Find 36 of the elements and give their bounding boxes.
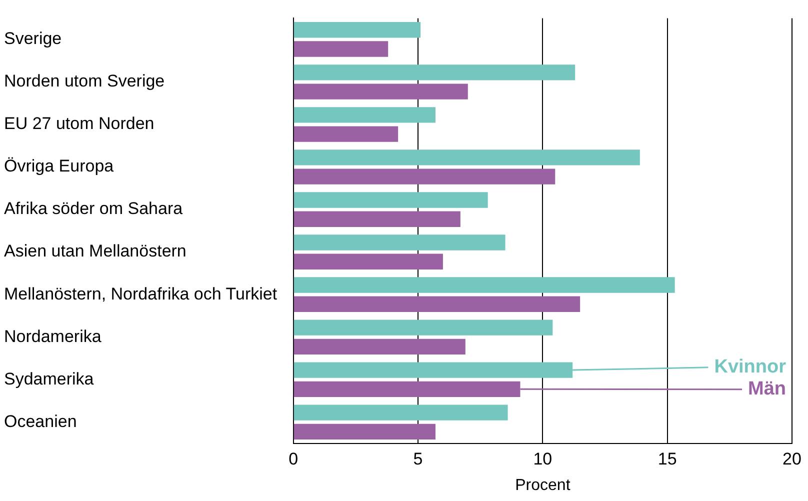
bar [294,22,421,38]
x-tick-label: 20 [782,449,802,468]
bar [294,234,506,250]
bar [294,84,468,100]
y-tick-label: Afrika söder om Sahara [4,199,184,218]
bar [294,41,388,57]
bar [294,320,553,336]
bar [294,211,460,227]
x-tick-label: 5 [413,449,423,468]
bar [294,168,556,184]
bar [294,150,640,166]
y-tick-label: Sverige [4,29,62,48]
bar [294,192,488,208]
y-tick-label: Oceanien [4,412,77,431]
y-tick-label: Mellanöstern, Nordafrika och Turkiet [4,284,278,304]
y-tick-label: Asien utan Mellanöstern [4,242,186,261]
y-tick-label: Övriga Europa [4,156,114,176]
bar [294,107,436,123]
bar [294,338,466,355]
y-tick-label: EU 27 utom Norden [4,114,154,134]
bar [294,64,576,80]
y-tick-label: Norden utom Sverige [4,72,165,91]
text: Kvinnor [714,356,787,378]
bar [294,404,508,420]
x-axis-title: Procent [515,476,571,494]
text: Män [748,378,786,400]
x-tick-label: 15 [658,449,677,468]
bar [294,277,675,293]
bar [294,424,436,440]
bar [294,254,443,270]
y-tick-label: Nordamerika [4,326,102,346]
y-tick-label: Sydamerika [4,369,94,388]
x-tick-label: 0 [288,449,298,468]
bar [294,126,398,142]
x-tick-label: 10 [533,449,552,468]
bar [294,296,580,312]
